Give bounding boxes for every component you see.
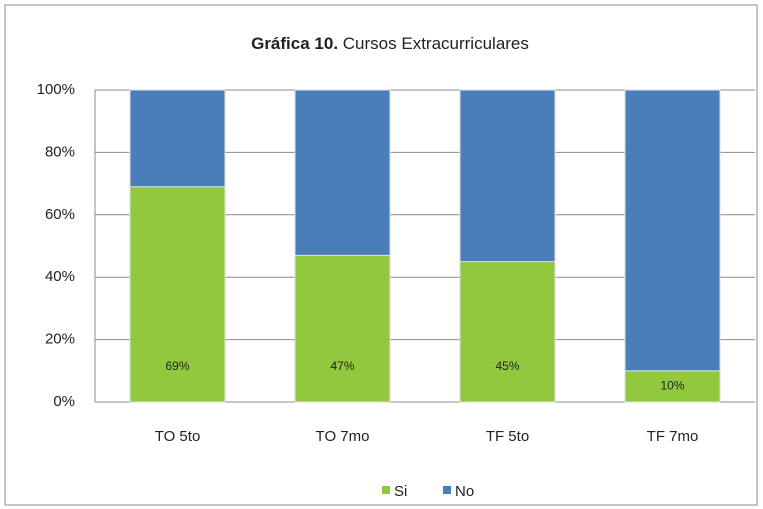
bar-segment (459, 89, 556, 263)
bar-segment (459, 261, 556, 403)
y-tick-label: 100% (37, 81, 75, 98)
data-label: 10% (660, 379, 684, 393)
bar-segment (129, 186, 226, 403)
data-label: 45% (495, 359, 519, 373)
title-prefix: Gráfica 10. (251, 34, 338, 53)
y-tick-label: 40% (45, 268, 75, 285)
y-tick-label: 0% (53, 393, 75, 410)
x-tick-label: TO 5to (155, 428, 201, 445)
bar-segment (294, 254, 391, 403)
legend-swatch (382, 486, 390, 494)
bar-segment (624, 89, 721, 372)
x-tick-label: TF 5to (486, 428, 529, 445)
x-tick-label: TO 7mo (316, 428, 370, 445)
y-tick-label: 60% (45, 206, 75, 223)
chart-title: Gráfica 10. Cursos Extracurriculares (251, 34, 529, 53)
title-text: Cursos Extracurriculares (343, 34, 529, 53)
legend-label: No (455, 483, 474, 500)
data-label: 47% (330, 359, 354, 373)
legend-swatch (443, 486, 451, 494)
bar-segment (624, 370, 721, 403)
y-tick-label: 20% (45, 331, 75, 348)
data-label: 69% (165, 359, 189, 373)
bar-segment (129, 89, 226, 188)
bar-segment (294, 89, 391, 256)
y-tick-label: 80% (45, 143, 75, 160)
x-tick-label: TF 7mo (647, 428, 699, 445)
legend-label: Si (394, 483, 407, 500)
